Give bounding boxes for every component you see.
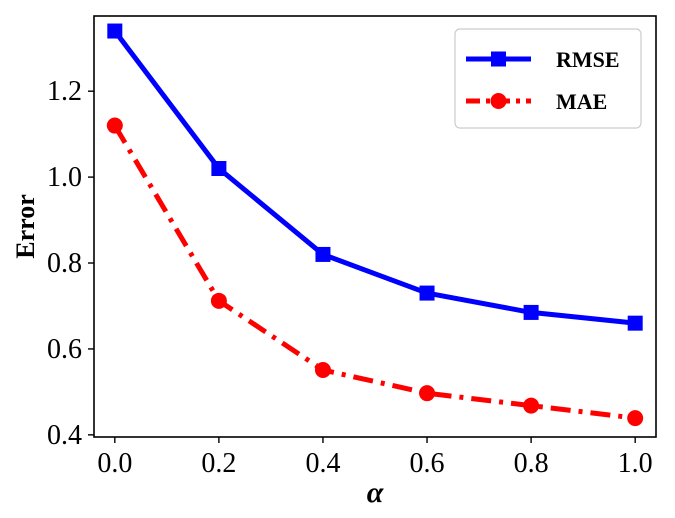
y-axis-title: Error (11, 194, 40, 259)
legend-label: MAE (556, 89, 607, 114)
series-layer (106, 23, 644, 427)
data-point-mae (210, 292, 227, 309)
y-tick-label: 0.4 (47, 420, 82, 451)
legend-marker (491, 51, 506, 67)
data-point-mae (523, 397, 540, 414)
legend-entry-mae: MAE (466, 89, 607, 114)
x-axis-title: α (367, 476, 384, 509)
x-tick-label: 0.4 (305, 448, 340, 479)
y-tick-label: 0.8 (47, 248, 82, 279)
x-tick-label: 1.0 (618, 448, 653, 479)
data-point-rmse (627, 315, 643, 331)
legend-entry-rmse: RMSE (466, 47, 620, 72)
x-axis: 0.0 0.2 0.4 0.6 0.8 1.0 (97, 437, 653, 479)
plot-area (93, 15, 657, 438)
data-point-rmse (419, 285, 435, 301)
x-tick-label: 0.0 (97, 448, 132, 479)
y-tick-label: 0.6 (47, 334, 82, 365)
data-point-mae (314, 361, 331, 378)
data-point-rmse (211, 161, 227, 177)
data-point-rmse (107, 23, 123, 39)
data-point-mae (106, 117, 123, 134)
data-point-mae (419, 385, 436, 402)
data-point-rmse (523, 304, 539, 320)
data-point-rmse (315, 246, 331, 262)
legend-marker (490, 93, 507, 109)
x-tick-label: 0.8 (514, 448, 549, 479)
legend-label: RMSE (556, 47, 620, 72)
x-tick-label: 0.6 (410, 448, 445, 479)
y-axis: 0.4 0.6 0.8 1.0 1.2 (47, 76, 94, 451)
legend: RMSE MAE (454, 28, 642, 129)
plot-frame (93, 15, 657, 438)
series-mae (106, 117, 644, 427)
series-line-rmse (112, 29, 636, 326)
x-tick-label: 0.2 (201, 448, 236, 479)
y-tick-label: 1.0 (47, 162, 82, 193)
data-point-mae (627, 410, 644, 427)
series-line-mae (112, 124, 636, 421)
legend-box (454, 28, 642, 129)
y-tick-label: 1.2 (47, 76, 82, 107)
series-rmse (107, 23, 643, 331)
